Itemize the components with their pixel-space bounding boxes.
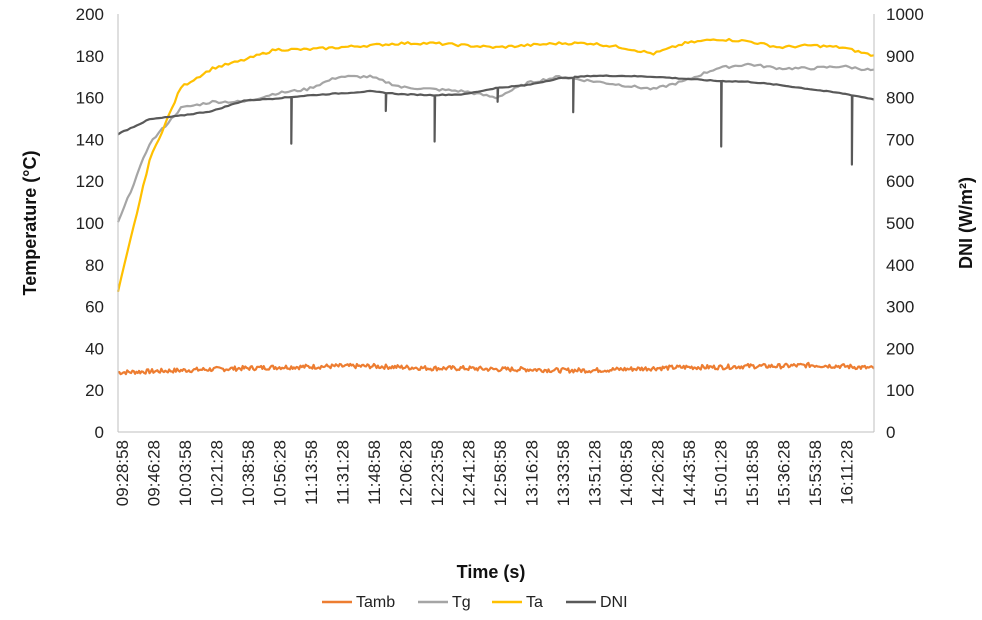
axes-layer: [117, 14, 875, 433]
y-tick-label-left: 40: [85, 339, 104, 358]
x-tick-label: 13:33:58: [554, 440, 573, 506]
y-tick-label-right: 900: [886, 47, 914, 66]
y-tick-label-left: 120: [76, 172, 104, 191]
x-tick-label: 09:46:28: [145, 440, 164, 506]
series-line-ta: [116, 37, 875, 293]
y-tick-label-right: 800: [886, 89, 914, 108]
x-tick-labels: 09:28:58 09:46:28 10:03:58 10:21:28 10:38:58…: [113, 440, 857, 506]
x-tick-label: 12:23:58: [428, 440, 447, 506]
y-tick-label-left: 100: [76, 214, 104, 233]
y-tick-label-right: 200: [886, 339, 914, 358]
left-y-tick-labels: 0 20 40 60 80 100 120 140 160 180 200: [76, 5, 104, 442]
y-tick-label-left: 20: [85, 381, 104, 400]
x-tick-label: 15:01:28: [712, 440, 731, 506]
y-tick-label-right: 1000: [886, 5, 924, 24]
x-tick-label: 10:38:58: [239, 440, 258, 506]
y-axis-title-right: DNI (W/m²): [956, 177, 976, 269]
x-tick-label: 16:11:28: [838, 440, 857, 505]
x-tick-label: 15:36:28: [775, 440, 794, 506]
x-tick-label: 14:08:58: [617, 440, 636, 506]
legend-label-tg: Tg: [452, 594, 471, 611]
legend-label-tamb: Tamb: [356, 594, 395, 611]
x-tick-label: 13:51:28: [586, 440, 605, 506]
x-tick-label: 14:43:58: [680, 440, 699, 506]
y-tick-label-right: 500: [886, 214, 914, 233]
y-tick-label-left: 200: [76, 5, 104, 24]
y-tick-label-right: 700: [886, 130, 914, 149]
y-tick-label-left: 0: [95, 423, 104, 442]
legend-label-dni: DNI: [600, 594, 628, 611]
y-tick-label-left: 160: [76, 89, 104, 108]
x-tick-label: 10:21:28: [208, 440, 227, 506]
series-line-tg: [116, 62, 875, 223]
y-tick-label-left: 140: [76, 130, 104, 149]
x-tick-label: 14:26:28: [649, 440, 668, 506]
legend: Tamb Tg Ta DNI: [322, 594, 628, 611]
x-tick-label: 11:48:58: [365, 440, 384, 505]
y-tick-label-right: 300: [886, 298, 914, 317]
x-tick-label: 11:13:58: [302, 440, 321, 505]
series-layer: [116, 37, 875, 376]
series-line-tamb: [117, 361, 875, 376]
x-tick-label: 12:06:28: [397, 440, 416, 506]
series-line-dni: [117, 74, 875, 166]
x-axis-title: Time (s): [457, 562, 526, 582]
y-tick-label-left: 80: [85, 256, 104, 275]
x-tick-label: 09:28:58: [113, 440, 132, 506]
x-tick-label: 12:41:28: [460, 440, 479, 506]
x-tick-label: 12:58:58: [491, 440, 510, 506]
y-tick-label-left: 60: [85, 298, 104, 317]
y-tick-label-right: 0: [886, 423, 895, 442]
x-tick-label: 10:56:28: [271, 440, 290, 506]
y-axis-title-left: Temperature (°C): [20, 151, 40, 296]
legend-label-ta: Ta: [526, 594, 543, 611]
x-tick-label: 11:31:28: [334, 440, 353, 505]
right-y-tick-labels: 0 100 200 300 400 500 600 700 800 900 1000: [886, 5, 924, 442]
x-tick-label: 15:53:58: [806, 440, 825, 506]
x-tick-label: 13:16:28: [523, 440, 542, 506]
y-tick-label-right: 600: [886, 172, 914, 191]
y-tick-label-left: 180: [76, 47, 104, 66]
x-tick-label: 15:18:58: [743, 440, 762, 506]
y-tick-label-right: 400: [886, 256, 914, 275]
x-tick-label: 10:03:58: [176, 440, 195, 506]
y-tick-label-right: 100: [886, 381, 914, 400]
